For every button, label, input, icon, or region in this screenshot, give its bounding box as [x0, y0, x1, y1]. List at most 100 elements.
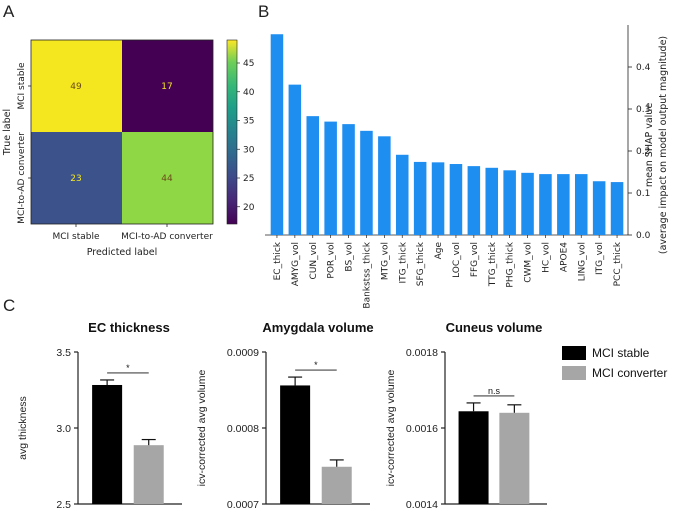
shap-bar	[395, 154, 409, 235]
shap-xtick-label: PHG_thick	[506, 241, 516, 287]
shap-xtick-label: TTG_thick	[488, 241, 498, 287]
bar-stable	[280, 385, 311, 504]
ytick-label: 0.0009	[227, 347, 259, 359]
cun-ylabel: icv-corrected avg volume	[385, 369, 397, 486]
shap-bar	[467, 166, 481, 235]
shap-xtick-label: SFG_thick	[416, 241, 426, 286]
shap-bar	[342, 124, 355, 235]
ytick-label: 0.0008	[227, 423, 259, 435]
shap-bar	[503, 170, 516, 235]
shap-bar	[378, 136, 391, 235]
cm-cell-stable-stable	[31, 40, 122, 132]
shap-xtick-label: ITG_thick	[398, 241, 408, 283]
ec-ylabel: avg thickness	[17, 396, 29, 460]
cm-cell-stable-converter	[122, 40, 213, 132]
shap-xtick-label: APOE4	[559, 242, 569, 272]
shap-bar-chart: mean SHAP value (average impact on model…	[265, 25, 669, 309]
shap-xtick-label: ITG_vol	[595, 242, 605, 275]
significance-label: *	[314, 360, 318, 370]
shap-bar	[610, 182, 624, 235]
shap-xtick-label: MTG_vol	[380, 242, 390, 280]
ytick-label: 0.0014	[406, 499, 438, 509]
bar-converter	[321, 466, 352, 504]
shap-bar	[413, 161, 427, 235]
shap-ylabel-line1: mean SHAP value	[644, 103, 655, 187]
shap-xtick-label: BS_vol	[345, 242, 355, 272]
colorbar-tick-label: 30	[243, 145, 255, 155]
ytick-label: 0.0016	[406, 423, 438, 435]
colorbar-tick-label: 20	[243, 203, 255, 213]
shap-xtick-label: LOC_vol	[452, 242, 462, 278]
amygdala-volume-chart: Amygdala volume icv-corrected avg volume…	[196, 320, 374, 509]
cm-cell-converter-stable	[31, 132, 122, 224]
colorbar-tick-label: 25	[243, 174, 254, 184]
cm-ytick-converter: MCI-to-AD converter	[17, 132, 27, 224]
ytick-label: 3.0	[56, 423, 71, 435]
cm-xtick-stable: MCI stable	[52, 232, 100, 242]
shap-xtick-label: HC_vol	[541, 242, 551, 273]
bar-stable	[92, 384, 123, 504]
cuneus-volume-chart: Cuneus volume icv-corrected avg volume 0…	[385, 320, 547, 509]
shap-xtick-label: PCC_thick	[613, 241, 623, 286]
legend-label-stable: MCI stable	[592, 346, 650, 360]
shap-bar	[288, 84, 302, 235]
shap-bar	[449, 164, 463, 235]
colorbar: 20 25 30 35 40 45	[226, 39, 255, 225]
cun-title: Cuneus volume	[446, 320, 543, 335]
ec-title: EC thickness	[88, 320, 170, 335]
colorbar-tick-label: 40	[243, 88, 255, 98]
confusion-matrix: 49 17 23 44 MCI stable MCI-to-AD convert…	[2, 39, 214, 258]
shap-xtick-label: AMYG_vol	[291, 242, 301, 286]
ytick-label: 2.5	[56, 499, 71, 509]
ytick-label: 0.0018	[406, 347, 438, 359]
significance-label: *	[126, 363, 130, 373]
shap-bar	[306, 116, 320, 235]
cm-value-converter-stable: 23	[70, 174, 81, 184]
shap-xtick-label: Age	[434, 242, 444, 260]
ytick-label: 0.0007	[227, 499, 259, 509]
shap-ytick-label: 0.3	[636, 105, 650, 115]
legend: MCI stable MCI converter	[562, 346, 667, 380]
shap-xtick-label: CUN_vol	[309, 242, 319, 279]
shap-ylabel-line2: (average impact on model output magnitud…	[658, 36, 669, 254]
shap-xtick-label: CWM_vol	[524, 242, 534, 283]
cm-xlabel: Predicted label	[87, 247, 158, 258]
shap-xtick-label: FFG_vol	[470, 242, 480, 277]
cm-cell-converter-converter	[122, 132, 213, 224]
shap-bar	[270, 34, 284, 235]
cm-ylabel: True label	[2, 109, 13, 156]
cm-value-stable-stable: 49	[70, 82, 82, 92]
shap-bar	[360, 130, 373, 235]
cm-ytick-stable: MCI stable	[17, 62, 27, 110]
shap-xtick-label: LING_vol	[577, 242, 587, 281]
cm-xtick-converter: MCI-to-AD converter	[121, 232, 213, 242]
shap-ytick-label: 0.0	[636, 231, 651, 241]
cm-value-stable-converter: 17	[161, 82, 172, 92]
shap-xtick-label: EC_thick	[273, 241, 283, 280]
legend-swatch-stable	[562, 346, 586, 360]
shap-xtick-label: Bankstss_thick	[362, 241, 372, 308]
shap-xtick-label: POR_vol	[327, 242, 337, 279]
bar-converter	[499, 412, 530, 504]
bar-converter	[133, 445, 164, 504]
shap-ytick-label: 0.1	[636, 189, 650, 199]
ec-thickness-chart: EC thickness avg thickness 2.5 3.0 3.5 *	[17, 320, 182, 509]
ytick-label: 3.5	[56, 347, 71, 359]
shap-bar	[539, 174, 552, 235]
shap-bar	[521, 172, 534, 235]
legend-label-converter: MCI converter	[592, 366, 667, 380]
significance-label: n.s	[488, 386, 501, 396]
shap-bar	[574, 174, 588, 235]
panel-letter-a: A	[3, 2, 15, 21]
amyg-ylabel: icv-corrected avg volume	[196, 369, 208, 486]
shap-bar	[431, 162, 445, 235]
shap-bar	[557, 174, 570, 235]
shap-ytick-label: 0.2	[636, 147, 650, 157]
shap-bar	[324, 121, 337, 235]
legend-swatch-converter	[562, 366, 586, 380]
colorbar-gradient	[226, 39, 238, 225]
panel-letter-c: C	[3, 296, 15, 315]
cm-frame	[30, 39, 214, 225]
cm-value-converter-converter: 44	[161, 174, 173, 184]
